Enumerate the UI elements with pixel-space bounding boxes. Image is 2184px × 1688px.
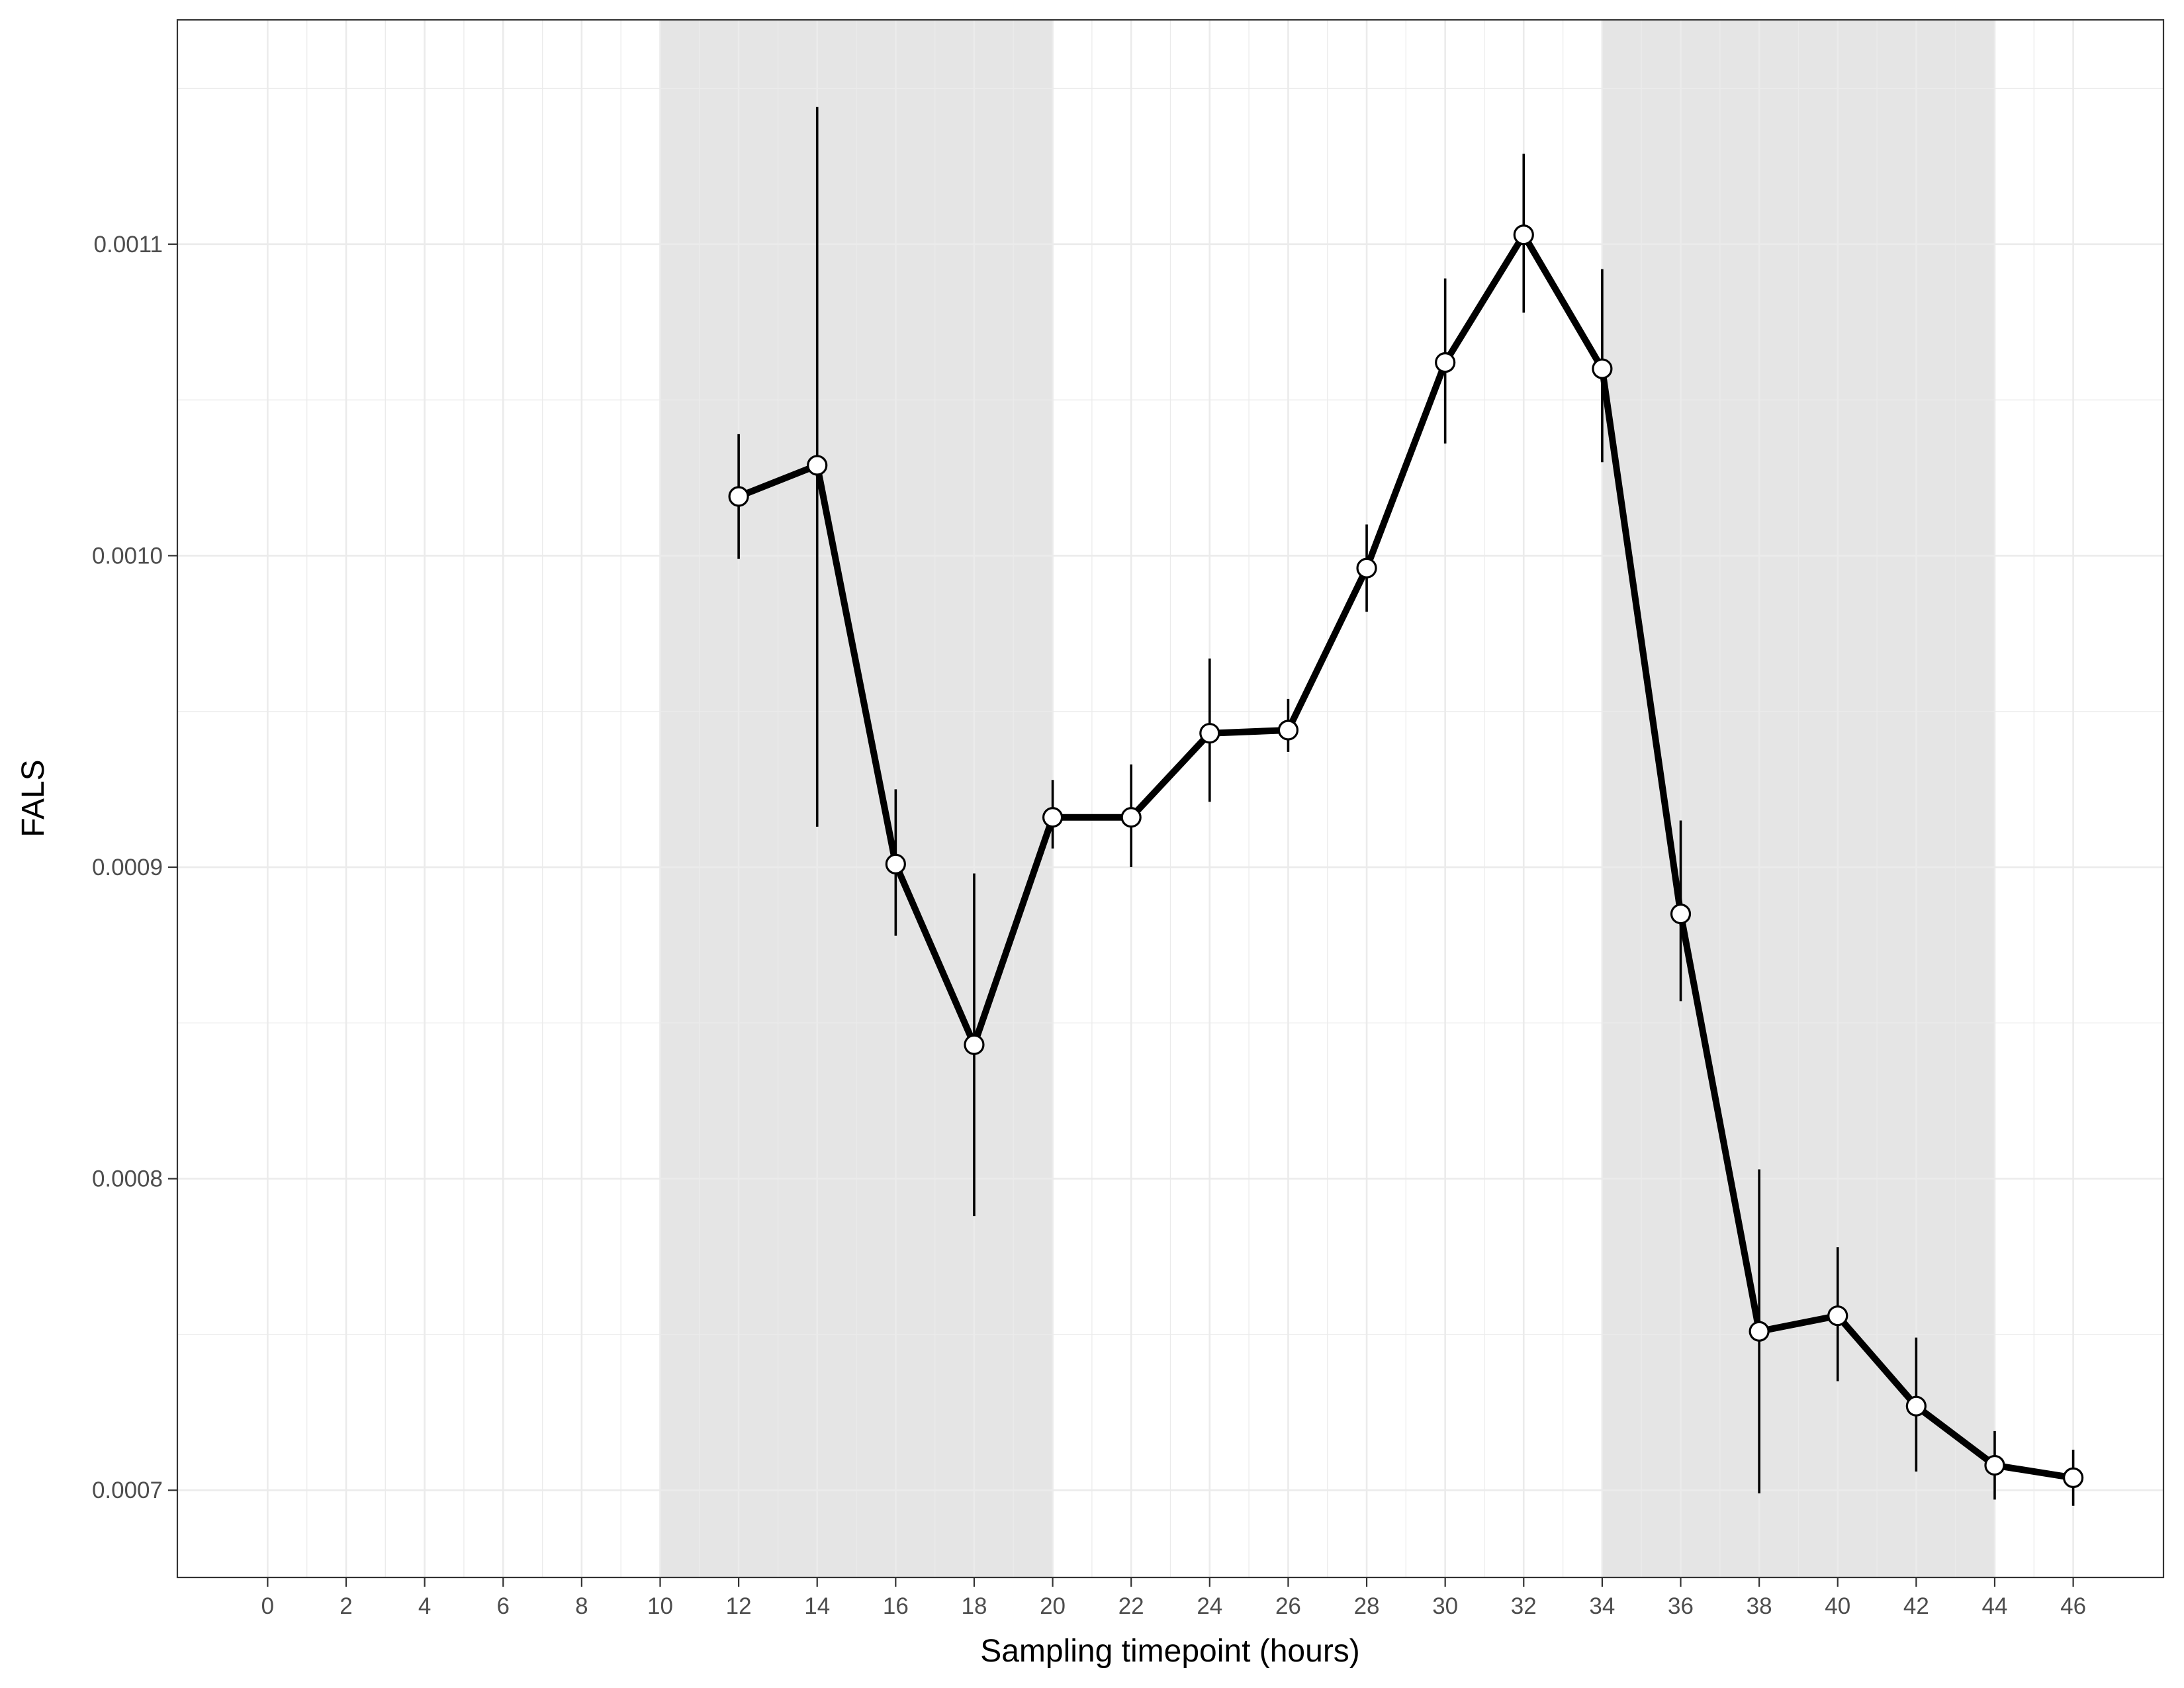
x-tick-label: 36 bbox=[1668, 1593, 1694, 1619]
data-point bbox=[1984, 1454, 2005, 1476]
x-tick-label: 30 bbox=[1432, 1593, 1458, 1619]
series-line bbox=[737, 231, 2074, 1481]
x-tick-label: 44 bbox=[1982, 1593, 2008, 1619]
x-tick-label: 12 bbox=[726, 1593, 752, 1619]
y-axis-title: FALS bbox=[16, 759, 51, 837]
data-point bbox=[964, 1034, 985, 1055]
series-lines bbox=[737, 231, 2074, 1481]
x-tick-label: 38 bbox=[1747, 1593, 1772, 1619]
data-points bbox=[728, 224, 2084, 1489]
x-tick-label: 34 bbox=[1589, 1593, 1615, 1619]
x-tick-label: 10 bbox=[647, 1593, 673, 1619]
y-tick-label: 0.0010 bbox=[92, 543, 163, 569]
x-tick-label: 24 bbox=[1197, 1593, 1222, 1619]
x-tick-label: 46 bbox=[2060, 1593, 2086, 1619]
x-tick-label: 6 bbox=[497, 1593, 510, 1619]
x-tick-label: 40 bbox=[1825, 1593, 1850, 1619]
x-axis-title: Sampling timepoint (hours) bbox=[980, 1634, 1360, 1669]
x-tick-label: 26 bbox=[1275, 1593, 1301, 1619]
data-point bbox=[1749, 1321, 1770, 1342]
data-point bbox=[1435, 352, 1456, 373]
data-point bbox=[1592, 358, 1613, 379]
x-axis: 0 2 4 6 8 10 12 14 16 18 20 22 24 26 28 30 32 34 36 38 40 42 4… bbox=[261, 1577, 2086, 1619]
x-tick-label: 2 bbox=[340, 1593, 352, 1619]
y-tick-label: 0.0007 bbox=[92, 1477, 163, 1503]
x-tick-label: 32 bbox=[1511, 1593, 1537, 1619]
data-point bbox=[1356, 557, 1377, 579]
x-tick-label: 4 bbox=[418, 1593, 431, 1619]
plot-border bbox=[176, 19, 2165, 1579]
data-point bbox=[2062, 1467, 2084, 1489]
x-tick-label: 18 bbox=[961, 1593, 987, 1619]
data-point bbox=[1905, 1395, 1927, 1417]
x-tick-label: 20 bbox=[1040, 1593, 1066, 1619]
x-tick-label: 0 bbox=[261, 1593, 274, 1619]
data-point bbox=[1199, 723, 1220, 744]
y-tick-label: 0.0008 bbox=[92, 1166, 163, 1192]
data-point bbox=[1513, 224, 1534, 246]
x-tick-label: 16 bbox=[883, 1593, 909, 1619]
x-tick-label: 22 bbox=[1118, 1593, 1144, 1619]
grid-lines bbox=[177, 20, 2163, 1577]
x-tick-label: 28 bbox=[1354, 1593, 1380, 1619]
x-tick-label: 8 bbox=[575, 1593, 588, 1619]
data-point bbox=[1827, 1305, 1848, 1327]
x-tick-label: 14 bbox=[804, 1593, 830, 1619]
data-point bbox=[1670, 904, 1692, 925]
data-point bbox=[1120, 807, 1142, 828]
data-point bbox=[1277, 720, 1299, 741]
data-point bbox=[728, 486, 749, 507]
data-point bbox=[885, 853, 906, 874]
x-tick-label: 42 bbox=[1903, 1593, 1929, 1619]
data-point bbox=[1042, 807, 1064, 828]
data-point bbox=[807, 455, 828, 476]
y-tick-label: 0.0011 bbox=[94, 232, 163, 258]
y-tick-label: 0.0009 bbox=[92, 855, 163, 880]
y-axis: 0.0007 0.0008 0.0009 0.0010 0.0011 bbox=[92, 232, 177, 1503]
